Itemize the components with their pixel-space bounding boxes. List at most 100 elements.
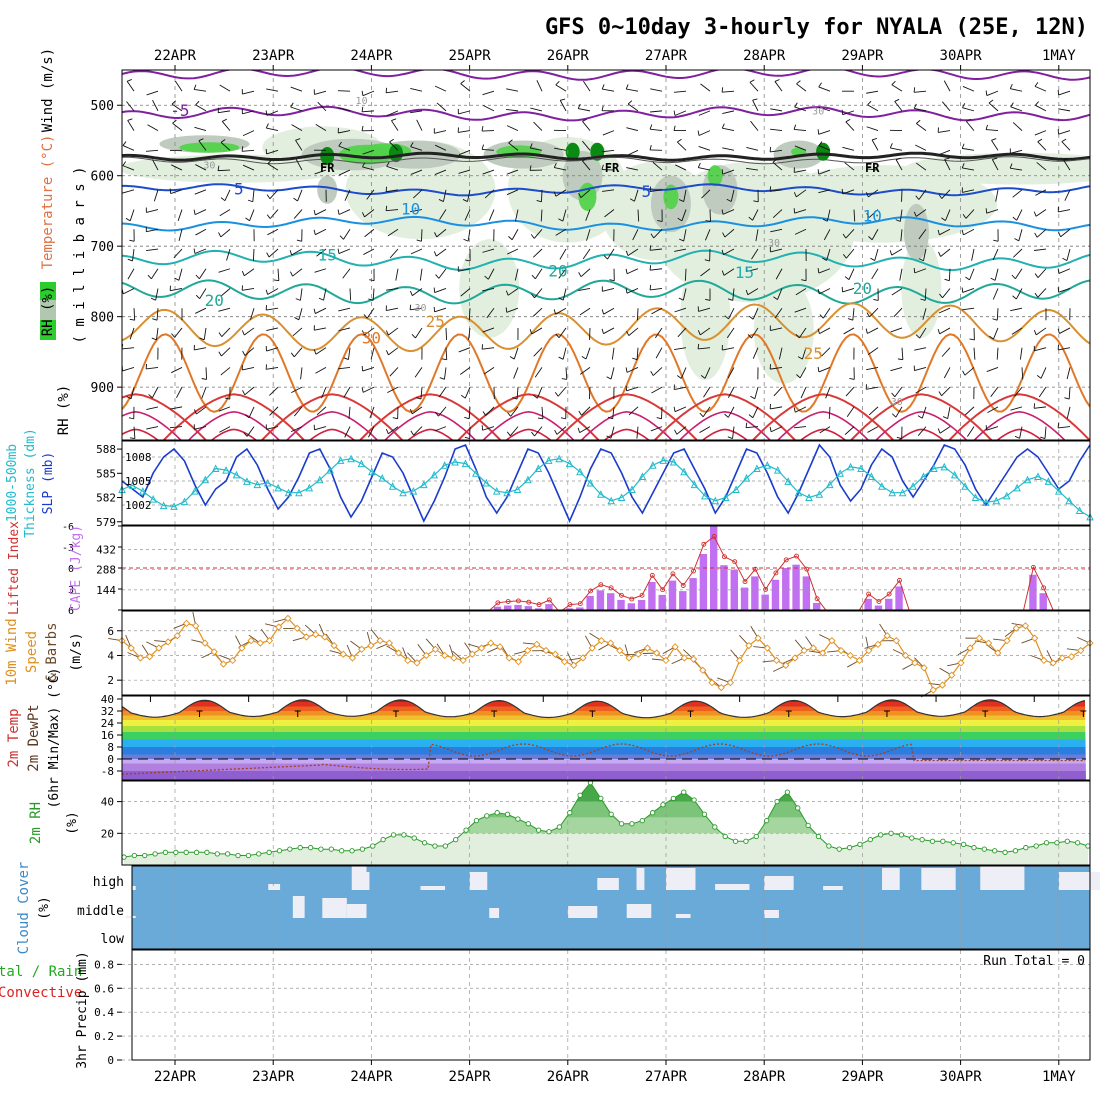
wind-barb xyxy=(146,249,158,251)
wind-barb-flag xyxy=(986,91,987,96)
isotherm-hot-arch xyxy=(212,429,256,440)
wind-barb xyxy=(146,407,158,410)
cloud-gap xyxy=(637,868,645,890)
cape-bar xyxy=(648,582,655,610)
wind-barb-flag xyxy=(152,338,157,340)
wind10m-point xyxy=(1041,657,1047,663)
wind-barb-flag xyxy=(1012,275,1015,279)
wind-barb-flag xyxy=(1035,274,1038,278)
wind-barb xyxy=(221,348,230,356)
wind-barb-flag xyxy=(579,411,582,415)
wind10m-point xyxy=(451,655,457,661)
wind-barb xyxy=(411,249,422,254)
wind-barb xyxy=(349,407,350,419)
wind-barb xyxy=(156,288,158,300)
date-label-top: 30APR xyxy=(940,48,983,64)
wind-barb-flag xyxy=(442,359,447,360)
wind-barb xyxy=(914,91,926,92)
wind-barb xyxy=(123,288,134,293)
cloud-gap xyxy=(627,904,652,918)
rh2m-point xyxy=(930,839,934,843)
wind-barb-flag xyxy=(267,215,270,219)
wind-barb xyxy=(602,288,614,291)
wind-barb xyxy=(533,249,542,257)
wind-barb-flag xyxy=(508,236,512,239)
wind-barb xyxy=(965,407,974,415)
rh-contour-label: 30 xyxy=(768,238,780,249)
wind-barb-flag xyxy=(698,344,699,349)
wind-barb xyxy=(179,229,182,241)
wind-barb-flag xyxy=(194,210,195,215)
wind-barb-flag xyxy=(945,279,950,280)
rh-axis-label: RH (%) xyxy=(56,385,72,436)
thickness-tick-label: 579 xyxy=(96,516,116,529)
wind-barb-flag xyxy=(914,104,916,109)
wind-barb xyxy=(939,150,950,154)
wind-barb-flag xyxy=(222,119,226,121)
isotherm-hot-arch xyxy=(408,429,452,440)
rh2m-point xyxy=(153,852,157,856)
wind-barb xyxy=(942,348,950,357)
wind-barb-flag xyxy=(464,239,469,241)
cape-bar xyxy=(875,606,882,610)
wind-barb xyxy=(1059,91,1070,95)
cape-bar xyxy=(782,568,789,610)
wind-barb xyxy=(151,269,158,279)
wind-barb xyxy=(221,229,230,237)
wind10m-point xyxy=(488,640,494,646)
wind-barb-flag xyxy=(750,80,754,82)
wind-barb xyxy=(146,150,158,151)
temp-band xyxy=(122,747,1090,755)
wind-barb-flag xyxy=(872,138,877,139)
cape-tick-label: 432 xyxy=(96,544,116,557)
rh2m-point xyxy=(899,833,903,837)
wind-barb-flag xyxy=(410,291,412,296)
wind-barb xyxy=(391,121,398,131)
wind-barb-flag xyxy=(123,142,126,146)
cape-bar xyxy=(720,565,727,610)
rh2m-band-30 xyxy=(122,817,1090,833)
rh2m-point xyxy=(982,847,986,851)
wind-barb xyxy=(849,269,854,280)
isotherm-hot-arch xyxy=(605,429,649,440)
rh2m-point xyxy=(661,803,665,807)
wind-barb xyxy=(560,249,566,259)
wind-barb xyxy=(872,140,878,150)
wind-barb-flag xyxy=(219,332,222,336)
wind-barb xyxy=(221,367,230,375)
wind-barb xyxy=(1058,427,1070,428)
wind-barb-flag xyxy=(267,195,270,199)
wind-barb xyxy=(269,387,278,395)
wind-barb xyxy=(891,328,902,332)
wind-barb-flag xyxy=(362,387,363,392)
wind-barb xyxy=(1035,131,1046,135)
wind-barb-flag xyxy=(293,198,297,201)
wind-barb xyxy=(771,427,782,432)
wind-barb xyxy=(486,407,494,416)
wind-barb xyxy=(390,367,398,376)
rh2m-point xyxy=(319,847,323,851)
rh2m-band-top xyxy=(122,781,1090,802)
wind-barb-flag xyxy=(1015,436,1020,438)
temp-band xyxy=(122,755,1090,760)
wind-barb-flag xyxy=(674,111,675,116)
rh2m-point xyxy=(1044,841,1048,845)
wind-barb-flag xyxy=(722,169,723,174)
wind-barb xyxy=(266,89,278,91)
wind-barb-flag xyxy=(626,269,627,274)
wind-barb-flag xyxy=(746,423,747,428)
isotherm-label: 20 xyxy=(548,261,567,280)
wind-barb xyxy=(242,91,254,94)
wind-barb-flag xyxy=(1062,258,1066,260)
wind-barb-flag xyxy=(794,125,796,130)
wind-barb xyxy=(173,123,182,130)
wind-barb xyxy=(997,348,998,360)
wind-barb xyxy=(1013,249,1022,257)
wind-barb-flag xyxy=(130,438,135,439)
wind-barb xyxy=(890,148,902,150)
wind-barb-flag xyxy=(1034,330,1036,335)
wind-barb xyxy=(178,210,182,221)
slp-tick-label: 1002 xyxy=(125,499,152,512)
rh2m-point xyxy=(692,798,696,802)
wind-barb-flag xyxy=(411,431,414,435)
